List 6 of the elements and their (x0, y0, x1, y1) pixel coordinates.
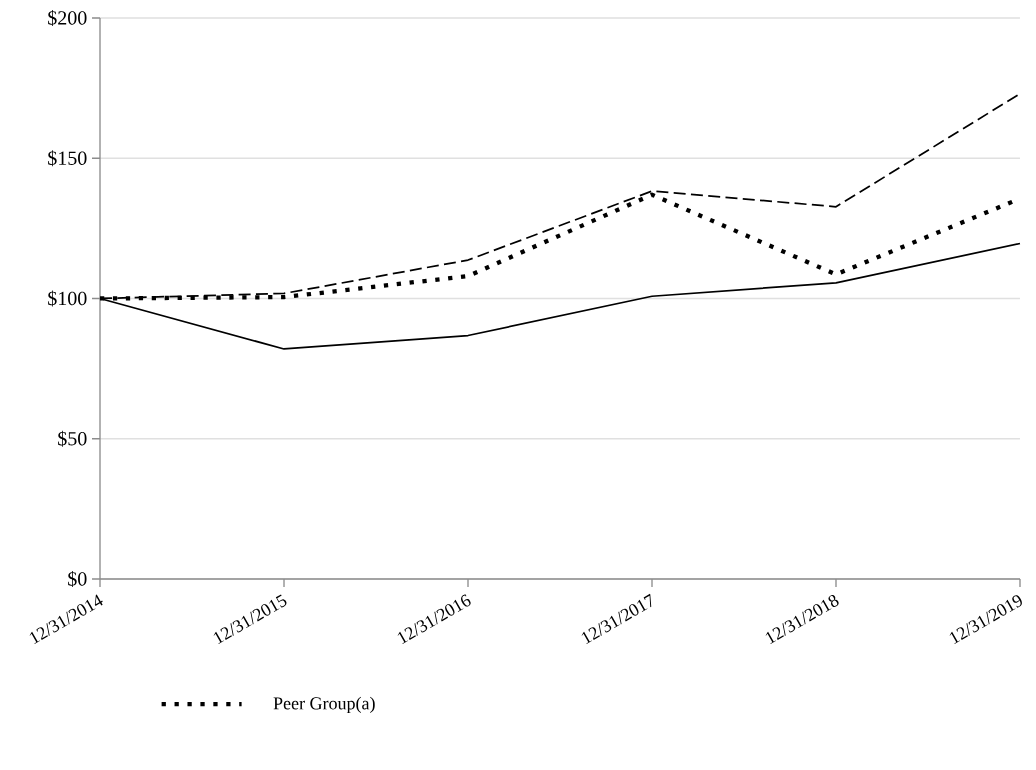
y-tick-label: $100 (48, 290, 87, 307)
y-tick-label: $150 (48, 150, 87, 167)
y-tick-label: $50 (58, 430, 87, 447)
legend-label: Peer Group(a) (273, 696, 375, 714)
y-tick-label: $0 (68, 571, 87, 587)
y-tick-label: $200 (48, 10, 87, 26)
